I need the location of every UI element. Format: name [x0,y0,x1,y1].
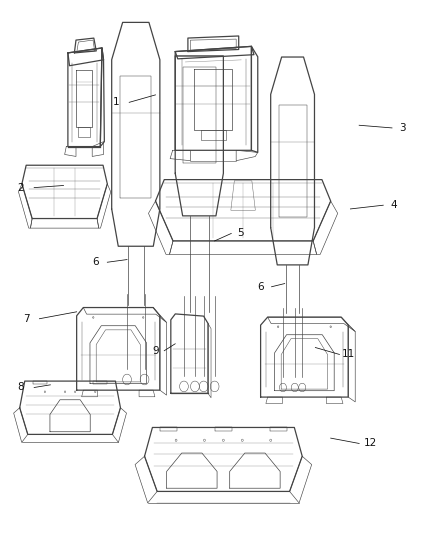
Text: 12: 12 [364,439,377,448]
Text: 7: 7 [23,314,30,324]
Text: 11: 11 [342,350,355,359]
Text: 6: 6 [92,257,99,267]
Text: 5: 5 [237,229,244,238]
Text: 9: 9 [152,346,159,356]
Text: 3: 3 [399,123,406,133]
Text: 6: 6 [257,282,264,292]
Text: 2: 2 [18,183,25,192]
Text: 1: 1 [113,98,120,107]
Text: 8: 8 [18,383,25,392]
Text: 4: 4 [391,200,398,210]
